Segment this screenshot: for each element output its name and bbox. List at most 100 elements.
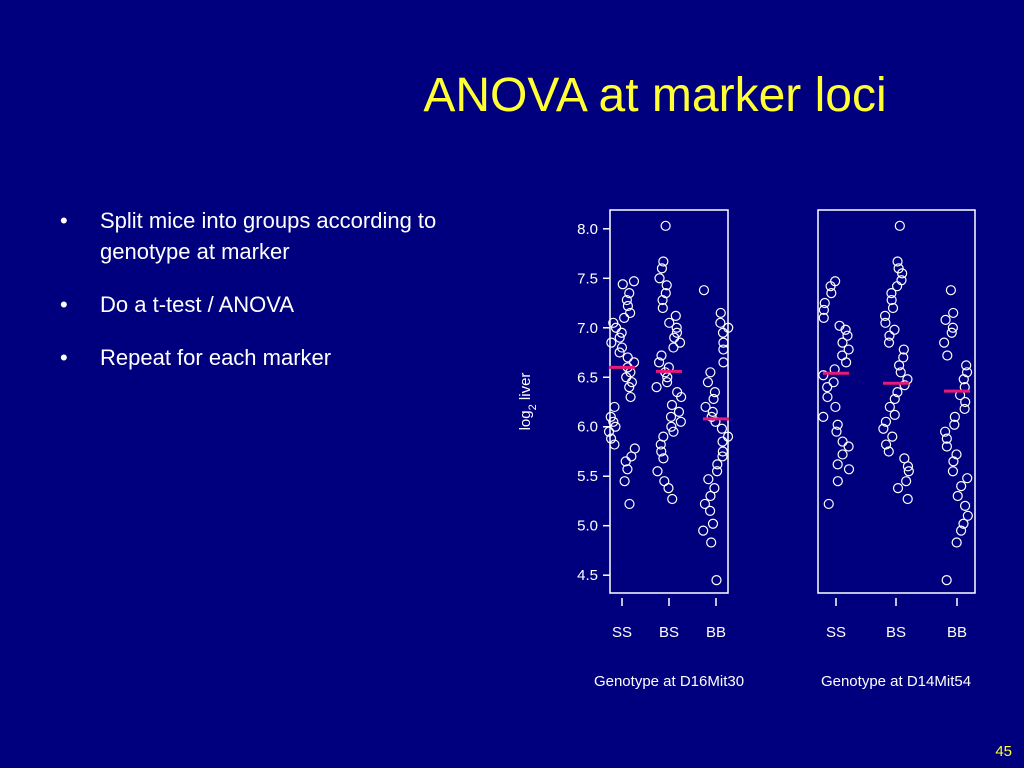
data-point — [606, 337, 617, 348]
data-point — [616, 327, 627, 338]
data-point — [884, 330, 895, 341]
data-point — [654, 273, 665, 284]
data-point — [606, 433, 617, 444]
data-point — [666, 421, 677, 432]
data-point — [717, 451, 728, 462]
data-point — [617, 279, 628, 290]
data-point — [676, 391, 687, 403]
data-point — [619, 476, 630, 487]
data-point — [895, 367, 906, 378]
data-point — [707, 518, 719, 529]
data-point — [822, 391, 833, 403]
bullet-list: Split mice into groups according to geno… — [60, 205, 510, 395]
data-point — [675, 416, 686, 427]
data-point — [625, 307, 636, 319]
data-point — [674, 337, 686, 348]
data-point — [716, 423, 728, 434]
data-point — [704, 505, 716, 516]
data-point — [886, 294, 897, 306]
data-point — [952, 490, 963, 502]
data-point — [945, 285, 956, 296]
data-point — [711, 575, 722, 586]
data-point — [958, 374, 969, 385]
data-point — [653, 357, 665, 368]
data-point — [663, 482, 674, 494]
data-point — [939, 337, 950, 348]
x-tick-label: SS — [826, 624, 846, 641]
data-point — [889, 393, 900, 405]
data-point — [608, 416, 619, 427]
data-point — [667, 493, 678, 505]
data-point — [626, 451, 637, 462]
data-point — [709, 482, 720, 494]
data-point — [702, 377, 714, 388]
data-point — [948, 307, 959, 319]
data-point — [603, 426, 615, 437]
data-point — [661, 377, 673, 388]
data-point — [826, 288, 837, 299]
y-tick-label: 6.5 — [577, 369, 598, 386]
data-point — [616, 342, 628, 353]
data-point — [941, 575, 952, 586]
data-point — [622, 464, 633, 475]
y-tick-label: 6.0 — [577, 419, 598, 436]
data-point — [883, 337, 895, 348]
data-point — [622, 352, 633, 363]
y-axis-label-part: 2 — [527, 404, 539, 410]
x-tick-label: BB — [947, 624, 967, 641]
data-point — [620, 456, 631, 467]
data-point — [664, 317, 675, 328]
data-point — [657, 302, 668, 314]
bullet: Repeat for each marker — [60, 342, 510, 373]
data-point — [887, 302, 899, 314]
data-point — [656, 350, 667, 361]
data-point — [619, 312, 630, 323]
data-point — [668, 426, 679, 437]
data-point — [892, 386, 903, 398]
y-tick-label: 4.5 — [577, 567, 598, 584]
data-point — [949, 411, 960, 422]
data-point — [902, 461, 914, 472]
data-point — [951, 449, 962, 460]
data-point — [951, 537, 962, 548]
data-point — [832, 419, 843, 430]
data-point — [940, 314, 951, 325]
data-point — [703, 474, 714, 485]
data-point — [884, 401, 895, 413]
data-point — [818, 370, 829, 381]
data-point — [705, 490, 716, 502]
data-point — [825, 281, 836, 292]
data-point — [669, 332, 680, 343]
data-point — [841, 357, 852, 368]
data-point — [947, 466, 959, 477]
bullet: Do a t-test / ANOVA — [60, 289, 510, 320]
data-point — [842, 330, 853, 341]
data-point — [610, 421, 621, 432]
data-point — [837, 449, 848, 460]
data-point — [652, 466, 663, 477]
data-point — [624, 382, 635, 393]
data-point — [879, 310, 891, 321]
data-point — [823, 498, 834, 510]
data-point — [608, 317, 619, 328]
bullet: Split mice into groups according to geno… — [60, 205, 510, 267]
page-number: 45 — [995, 743, 1012, 760]
x-axis-label: Genotype at D16Mit30 — [594, 673, 744, 690]
data-point — [621, 294, 632, 306]
data-point — [609, 439, 620, 450]
y-axis-label-part: log — [517, 410, 534, 430]
data-point — [709, 386, 721, 398]
data-point — [956, 481, 967, 492]
data-point — [668, 342, 679, 353]
data-point — [959, 403, 970, 415]
data-point — [901, 476, 912, 487]
plot-frame — [609, 209, 729, 594]
data-point — [657, 294, 668, 306]
data-point — [666, 399, 678, 411]
data-point — [832, 459, 843, 470]
data-point — [622, 300, 633, 312]
data-point — [942, 350, 953, 361]
data-point — [878, 423, 889, 434]
